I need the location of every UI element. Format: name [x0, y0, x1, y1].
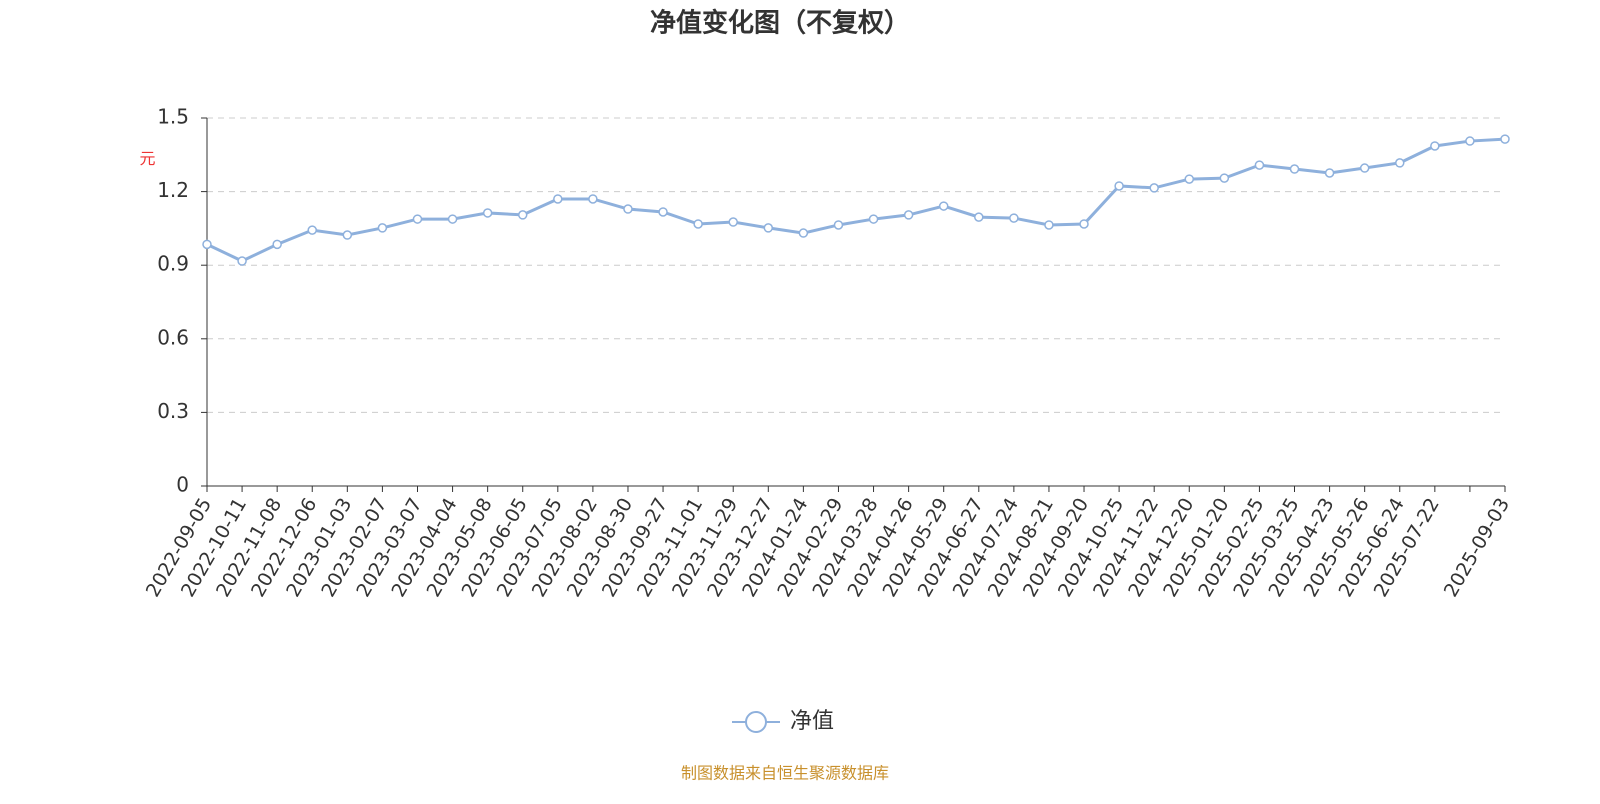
point	[553, 194, 563, 204]
point	[938, 201, 949, 211]
point	[1254, 160, 1265, 170]
point	[658, 207, 668, 217]
point	[623, 204, 633, 214]
line	[206, 137, 1506, 263]
point	[307, 225, 317, 235]
point	[517, 210, 528, 220]
point	[763, 223, 774, 233]
point	[272, 239, 282, 250]
point	[1219, 173, 1230, 183]
point	[693, 219, 703, 229]
point	[237, 256, 247, 266]
legend-marker	[745, 711, 767, 733]
point	[1009, 213, 1019, 223]
point	[588, 194, 598, 204]
y-axis-label: 元	[137, 150, 156, 166]
chart-title: 净值变化图（不复权）	[650, 8, 910, 39]
point	[1465, 136, 1475, 146]
source-note: 制图数据来自恒生聚源数据库	[681, 764, 889, 783]
point	[868, 214, 879, 224]
point	[1395, 158, 1405, 168]
legend-label: 净值	[790, 709, 834, 734]
point	[342, 230, 353, 240]
point	[1324, 168, 1335, 178]
point	[1079, 219, 1089, 229]
point	[833, 220, 844, 230]
y-tick-label: 0	[176, 473, 189, 497]
y-tick-label: 0.6	[157, 325, 189, 349]
point	[728, 217, 738, 227]
point	[1359, 163, 1370, 173]
point	[1149, 183, 1159, 193]
point	[798, 228, 809, 238]
point	[1500, 134, 1510, 144]
x-tick-label: 2025-09-03	[1440, 494, 1514, 601]
point	[377, 223, 388, 233]
point	[447, 214, 458, 224]
y-tick-label: 0.9	[157, 252, 189, 276]
y-tick-label: 0.3	[157, 399, 189, 423]
point	[412, 214, 423, 224]
y-tick-label: 1.5	[157, 105, 189, 129]
point	[1044, 220, 1054, 230]
point	[1184, 174, 1195, 184]
point	[974, 212, 984, 222]
point	[1114, 181, 1124, 191]
point	[1430, 141, 1440, 151]
point	[482, 208, 493, 218]
y-tick-label: 1.2	[157, 178, 189, 202]
point	[903, 210, 914, 220]
point	[202, 239, 212, 250]
point	[1289, 164, 1300, 174]
